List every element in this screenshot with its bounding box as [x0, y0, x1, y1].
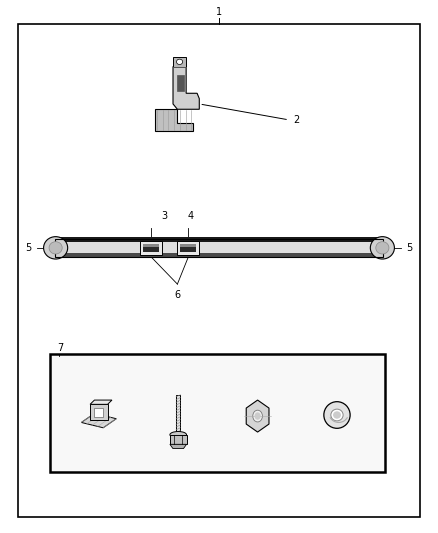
Bar — [140, 241, 162, 255]
Ellipse shape — [331, 409, 343, 421]
Ellipse shape — [43, 237, 67, 259]
Polygon shape — [81, 414, 117, 428]
Ellipse shape — [370, 237, 395, 259]
Ellipse shape — [49, 241, 62, 254]
Text: 6: 6 — [174, 290, 180, 301]
Bar — [177, 241, 199, 255]
Ellipse shape — [253, 410, 262, 422]
Polygon shape — [173, 67, 199, 109]
Bar — [176, 395, 180, 435]
Text: 7: 7 — [57, 343, 63, 353]
Bar — [143, 244, 159, 252]
Polygon shape — [90, 405, 108, 421]
Ellipse shape — [333, 411, 341, 419]
Text: 5: 5 — [25, 243, 32, 253]
Bar — [95, 408, 103, 417]
Ellipse shape — [177, 59, 183, 64]
Polygon shape — [155, 109, 193, 131]
Bar — [55, 253, 383, 257]
Ellipse shape — [254, 413, 261, 420]
Bar — [180, 244, 196, 247]
Text: 5: 5 — [406, 243, 413, 253]
Bar — [173, 57, 186, 67]
Bar — [143, 244, 159, 247]
Bar — [55, 237, 383, 242]
Bar — [55, 239, 383, 257]
Ellipse shape — [170, 432, 187, 438]
Bar — [180, 244, 196, 252]
Polygon shape — [90, 400, 112, 405]
Polygon shape — [170, 445, 187, 449]
Bar — [50, 354, 385, 472]
Text: 3: 3 — [161, 211, 167, 221]
Text: 1: 1 — [216, 7, 222, 17]
Bar — [55, 239, 383, 257]
Bar — [177, 75, 184, 91]
Text: 4: 4 — [187, 211, 194, 221]
Ellipse shape — [376, 241, 389, 254]
Text: 2: 2 — [293, 115, 300, 125]
Bar — [170, 435, 187, 445]
Ellipse shape — [324, 402, 350, 429]
